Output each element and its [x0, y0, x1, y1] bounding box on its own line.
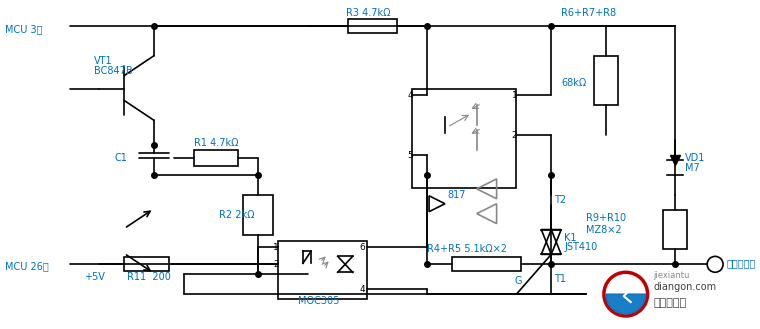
- Text: 6: 6: [359, 243, 366, 252]
- Text: R1 4.7kΩ: R1 4.7kΩ: [194, 138, 238, 148]
- Text: R9+R10: R9+R10: [586, 213, 626, 223]
- Text: T1: T1: [554, 274, 566, 284]
- Bar: [452, 257, 521, 271]
- Bar: [278, 241, 368, 299]
- Text: T2: T2: [554, 195, 566, 205]
- Text: 2: 2: [273, 260, 279, 269]
- Bar: [594, 56, 618, 105]
- Text: 电工学习网: 电工学习网: [654, 298, 687, 308]
- Text: R3 4.7kΩ: R3 4.7kΩ: [346, 8, 390, 18]
- Text: jiexiantu: jiexiantu: [654, 271, 690, 280]
- Text: +5V: +5V: [84, 272, 106, 282]
- Text: diangon.com: diangon.com: [654, 282, 717, 292]
- Text: 817: 817: [447, 190, 465, 200]
- Text: 5: 5: [407, 151, 413, 160]
- Text: VT1: VT1: [94, 56, 113, 66]
- Text: 2: 2: [511, 131, 517, 140]
- Text: K1: K1: [564, 233, 577, 242]
- Text: MZ8×2: MZ8×2: [586, 225, 622, 235]
- Text: 1: 1: [273, 243, 279, 252]
- Text: JST410: JST410: [564, 242, 597, 252]
- Text: R6+R7+R8: R6+R7+R8: [561, 8, 616, 18]
- Text: R11  200: R11 200: [127, 272, 171, 282]
- Text: C1: C1: [114, 153, 127, 163]
- Text: BC847B: BC847B: [94, 66, 133, 76]
- Bar: [124, 257, 169, 271]
- Text: MCU 3脚: MCU 3脚: [5, 24, 43, 34]
- Text: VD1: VD1: [686, 153, 706, 163]
- Text: 1: 1: [511, 91, 518, 100]
- Bar: [347, 19, 397, 33]
- Text: R4+R5 5.1kΩ×2: R4+R5 5.1kΩ×2: [427, 244, 507, 254]
- Text: 68kΩ: 68kΩ: [561, 78, 587, 88]
- Bar: [412, 89, 517, 188]
- Text: 4: 4: [359, 285, 365, 294]
- Bar: [663, 210, 687, 249]
- Text: G: G: [515, 276, 522, 286]
- Text: M7: M7: [686, 163, 700, 173]
- Text: R2 2kΩ: R2 2kΩ: [219, 210, 254, 220]
- Wedge shape: [606, 294, 645, 314]
- Bar: [194, 150, 239, 166]
- Text: MOC305: MOC305: [298, 296, 340, 306]
- Text: 温控器端子: 温控器端子: [726, 258, 755, 268]
- Text: 4: 4: [407, 91, 413, 100]
- Text: MCU 26脚: MCU 26脚: [5, 261, 49, 271]
- Bar: [243, 195, 273, 235]
